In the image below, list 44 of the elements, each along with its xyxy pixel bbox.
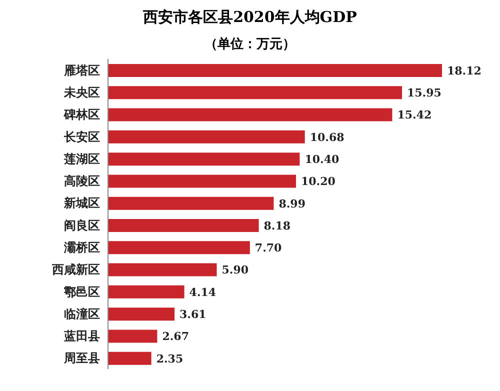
- y-tick-label: 新城区: [63, 196, 100, 210]
- data-label: 5.90: [222, 264, 249, 277]
- bar: [108, 108, 392, 122]
- y-tick-label: 阎良区: [64, 218, 100, 232]
- y-tick-label: 莲湖区: [63, 152, 100, 166]
- bar: [108, 86, 402, 100]
- data-label: 10.68: [310, 130, 345, 144]
- bar: [108, 263, 217, 276]
- y-tick-label: 西咸新区: [51, 262, 100, 277]
- y-tick-label: 高陵区: [64, 174, 100, 188]
- data-label: 2.67: [162, 330, 190, 344]
- data-label: 8.99: [278, 197, 306, 210]
- data-label: 7.70: [254, 242, 282, 255]
- bar: [108, 241, 250, 254]
- chart-title: 西安市各区县2020年人均GDP: [142, 8, 358, 27]
- bar: [108, 352, 152, 365]
- data-label: 10.20: [301, 175, 336, 188]
- y-tick-label: 临潼区: [64, 306, 100, 321]
- y-tick-label: 灞桥区: [63, 240, 100, 254]
- data-label: 18.12: [447, 64, 482, 78]
- data-label: 4.14: [189, 286, 216, 299]
- bar: [108, 174, 296, 188]
- bar: [108, 64, 442, 77]
- y-tick-label: 碑林区: [63, 108, 100, 122]
- data-label: 2.35: [156, 352, 184, 366]
- data-label: 10.40: [304, 152, 340, 166]
- bar: [108, 130, 305, 144]
- bar: [108, 152, 300, 166]
- y-tick-label: 长安区: [63, 130, 100, 144]
- data-label: 8.18: [264, 219, 291, 232]
- y-tick-label: 蓝田县: [63, 329, 100, 344]
- bar: [108, 196, 274, 210]
- data-label: 15.95: [407, 86, 442, 100]
- y-tick-label: 周至县: [63, 351, 100, 366]
- y-tick-label: 雁塔区: [63, 63, 100, 78]
- y-tick-label: 鄠邑区: [64, 284, 100, 299]
- bar: [108, 219, 259, 232]
- bar: [108, 330, 158, 343]
- chart-subtitle: （单位：万元）: [204, 36, 296, 53]
- data-label: 15.42: [397, 108, 432, 122]
- y-tick-label: 未央区: [63, 85, 100, 100]
- data-label: 3.61: [180, 308, 206, 321]
- bar: [108, 285, 184, 298]
- bar: [108, 308, 175, 321]
